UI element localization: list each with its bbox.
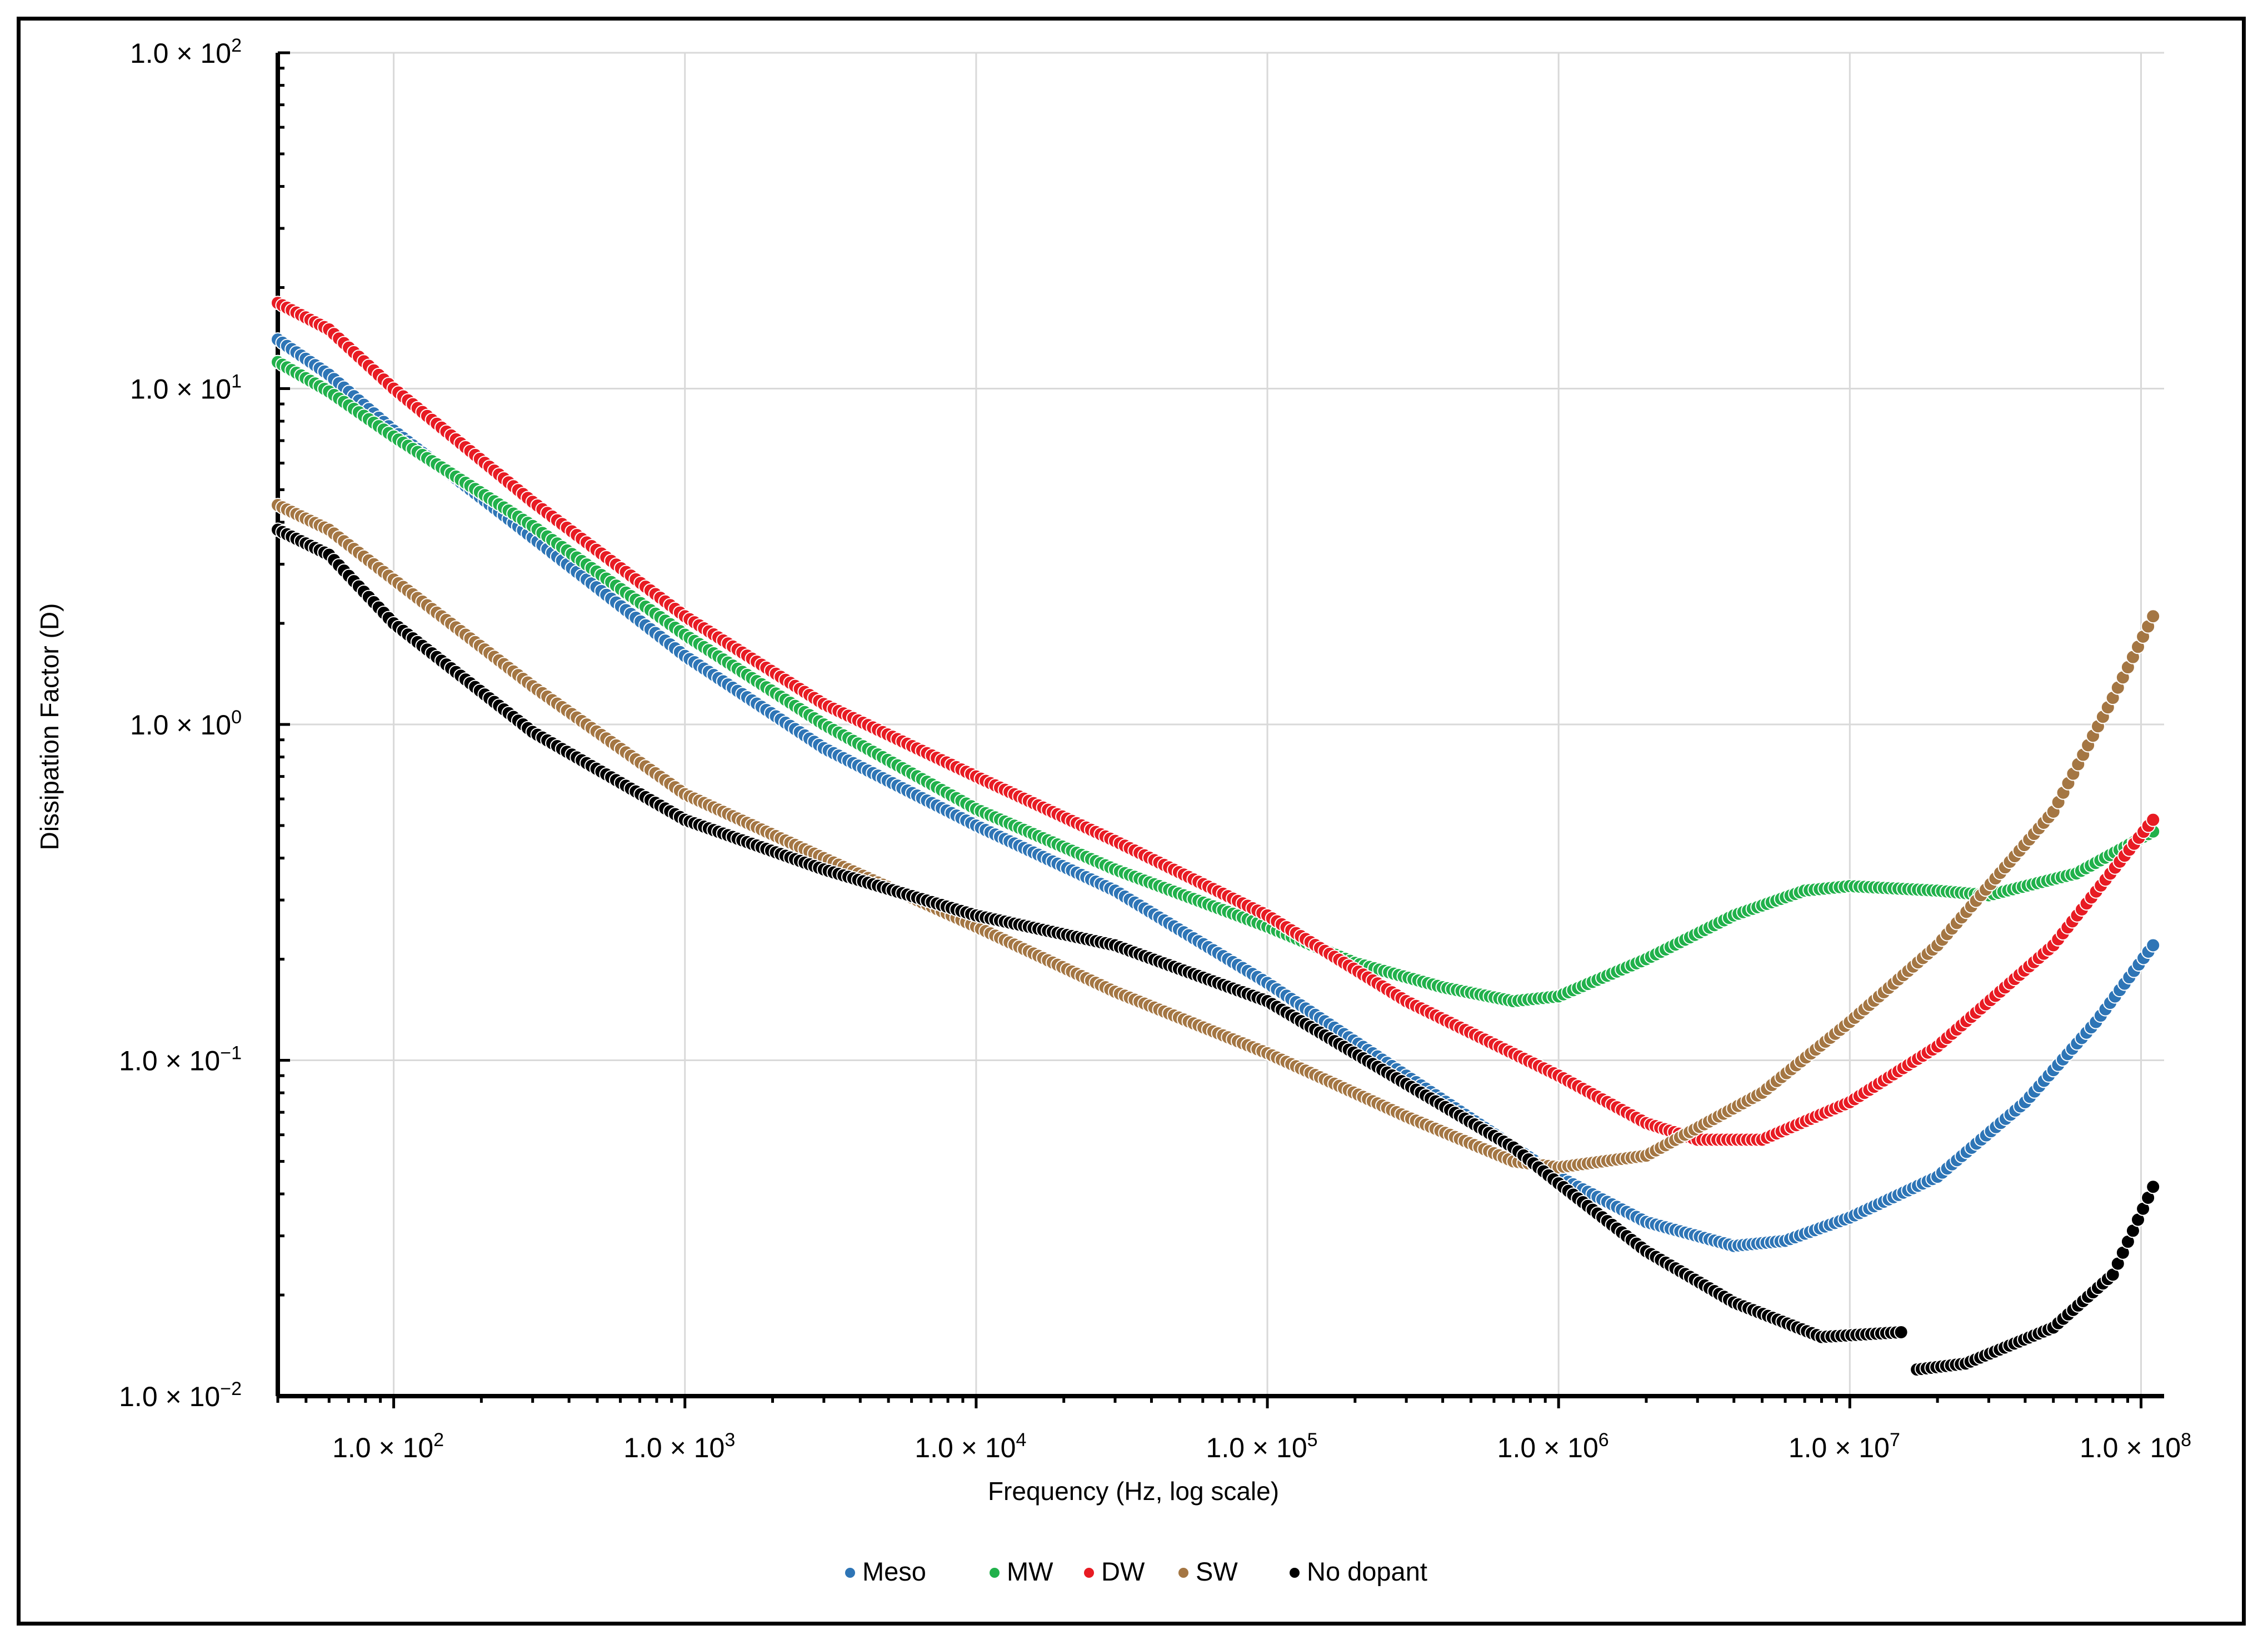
y-tick-label: 1.0 × 10−2 — [119, 1378, 242, 1412]
data-point — [2146, 609, 2161, 624]
x-axis-title: Frequency (Hz, log scale) — [988, 1477, 1279, 1506]
x-tick-label: 1.0 × 103 — [623, 1429, 735, 1463]
figure-frame — [17, 17, 2246, 1626]
data-point — [2146, 812, 2161, 827]
x-tick-labels: 1.0 × 102 1.0 × 103 1.0 × 104 1.0 × 105 1.0 … — [332, 1429, 2191, 1463]
series-mw — [271, 354, 2161, 1009]
legend-label: No dopant — [1307, 1557, 1427, 1586]
gridlines — [278, 52, 2164, 1397]
series-meso — [271, 332, 2161, 1253]
legend-marker — [990, 1568, 1000, 1578]
legend-marker — [1178, 1568, 1188, 1578]
y-tick-label: 1.0 × 101 — [130, 371, 242, 405]
legend-label: MW — [1007, 1557, 1053, 1586]
x-tick-label: 1.0 × 106 — [1497, 1429, 1609, 1463]
x-tick-label: 1.0 × 105 — [1206, 1429, 1318, 1463]
axes — [276, 51, 2164, 1408]
legend: Meso MW DW SW No dopant — [845, 1557, 1427, 1586]
legend-marker — [1084, 1568, 1094, 1578]
legend-marker — [845, 1568, 855, 1578]
series-dw — [271, 296, 2161, 1147]
x-tick-label: 1.0 × 104 — [915, 1429, 1026, 1463]
data-point — [2146, 1179, 2161, 1194]
data-point — [2146, 938, 2161, 953]
x-tick-label: 1.0 × 102 — [332, 1429, 444, 1463]
legend-label: DW — [1101, 1557, 1145, 1586]
y-tick-labels: 1.0 × 102 1.0 × 101 1.0 × 100 1.0 × 10−1 1.0… — [119, 35, 242, 1412]
y-tick-label: 1.0 × 100 — [130, 707, 242, 741]
data-point — [1894, 1324, 1909, 1339]
y-tick-label: 1.0 × 10−1 — [119, 1043, 242, 1077]
legend-label: SW — [1196, 1557, 1238, 1586]
series-markers — [271, 296, 2161, 1377]
legend-label: Meso — [862, 1557, 926, 1586]
x-tick-label: 1.0 × 107 — [1789, 1429, 1900, 1463]
series-sw — [271, 498, 2161, 1175]
y-tick-label: 1.0 × 102 — [130, 35, 242, 69]
x-tick-label: 1.0 × 108 — [2080, 1429, 2191, 1463]
legend-marker — [1290, 1568, 1300, 1578]
y-axis-title: Dissipation Factor (D) — [35, 603, 64, 851]
series-no-dopant — [271, 522, 2161, 1377]
